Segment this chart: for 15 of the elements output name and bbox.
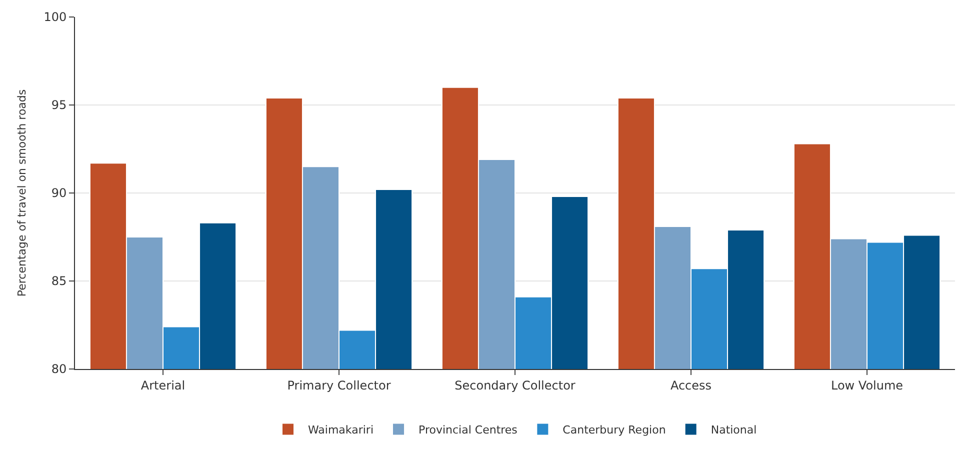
y-tick-label: 90 [51, 186, 67, 200]
y-tick-label: 85 [51, 274, 67, 288]
legend-label: Provincial Centres [418, 424, 518, 437]
legend-label: Canterbury Region [562, 424, 666, 437]
y-axis-title: Percentage of travel on smooth roads [15, 89, 28, 297]
y-tick-label: 80 [51, 362, 67, 376]
legend-label: National [710, 424, 757, 437]
legend-label: Waimakariri [308, 424, 374, 437]
x-tick-label: Secondary Collector [454, 378, 576, 392]
x-tick-label: Access [670, 378, 712, 392]
y-tick-label: 100 [44, 10, 67, 24]
x-tick-label: Arterial [140, 378, 186, 392]
x-tick-label: Low Volume [830, 378, 904, 392]
x-tick-label: Primary Collector [287, 378, 391, 392]
y-tick-label: 95 [51, 98, 67, 112]
